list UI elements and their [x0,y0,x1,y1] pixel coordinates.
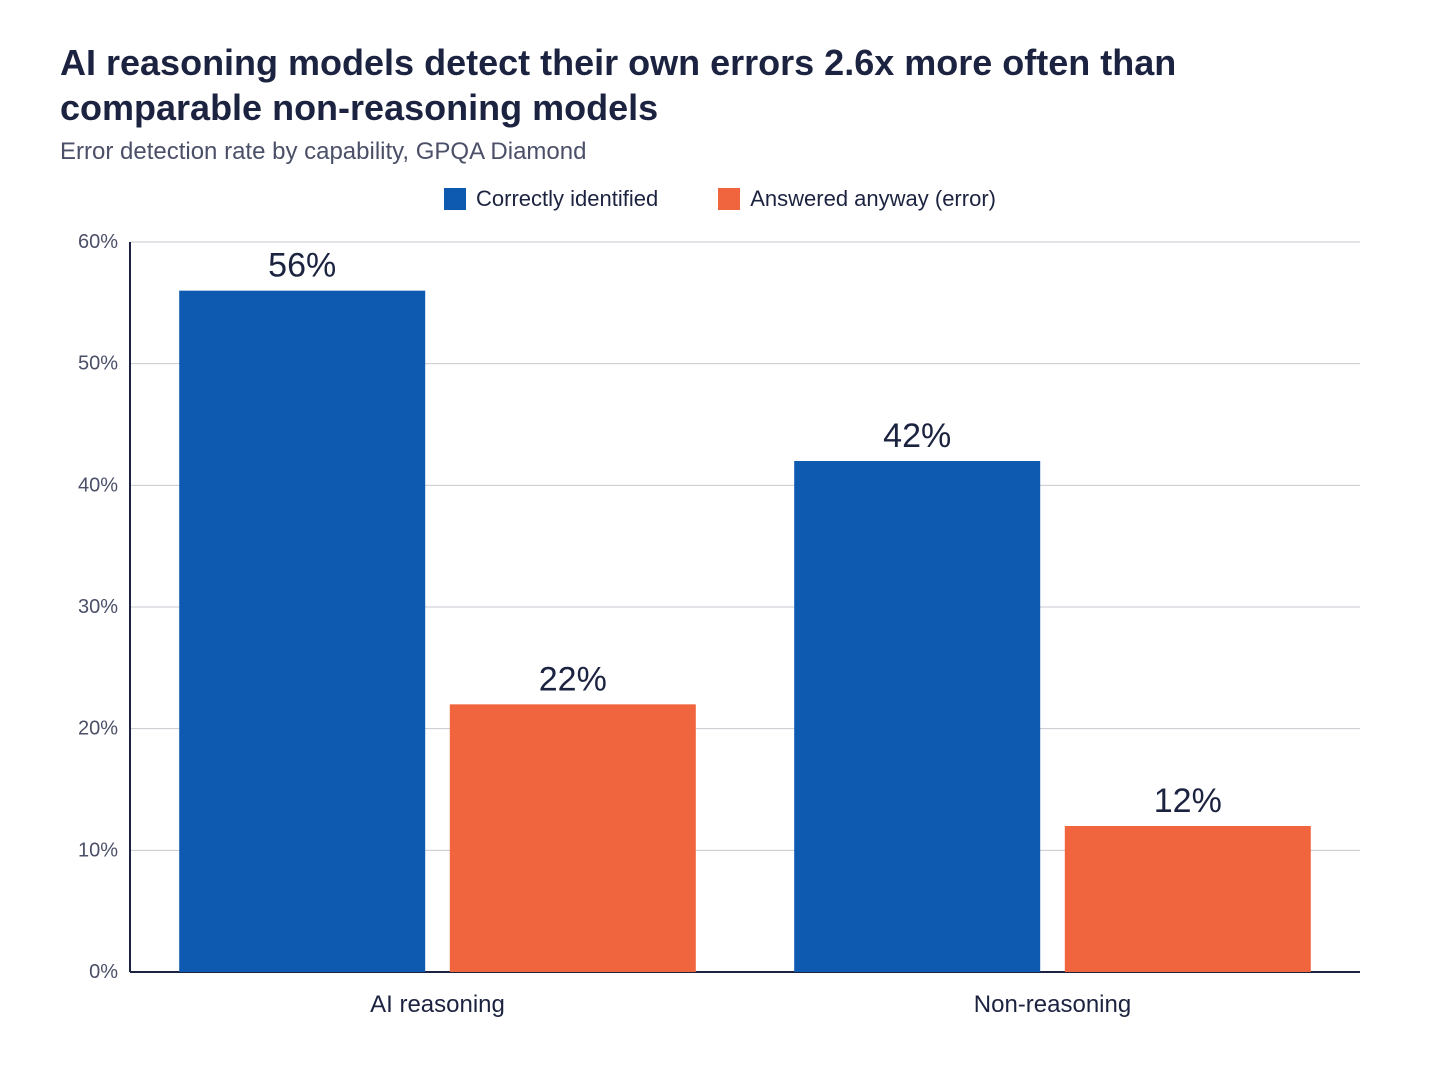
chart-title: AI reasoning models detect their own err… [60,40,1380,130]
legend-swatch-error [718,188,740,210]
ytick-label: 60% [78,231,118,253]
ytick-label: 50% [78,353,118,375]
chart-plot-area: 0% 10% 20% 30% 40% 50% 60% 56% 22% AI reasoning 42… [60,222,1380,1042]
bar-value-label: 12% [1154,782,1222,820]
bar-value-label: 42% [883,417,951,455]
bar [179,291,425,972]
bar [794,461,1040,972]
legend-item-identified: Correctly identified [444,186,658,212]
legend-label-identified: Correctly identified [476,186,658,212]
ytick-label: 0% [89,961,118,983]
x-axis-label: Non-reasoning [974,991,1131,1018]
legend-swatch-identified [444,188,466,210]
ytick-label: 30% [78,596,118,618]
bar-value-label: 56% [268,247,336,285]
bar [450,704,696,972]
ytick-label: 10% [78,839,118,861]
bar-chart-svg: 0% 10% 20% 30% 40% 50% 60% 56% 22% AI reasoning 42… [60,222,1380,1042]
chart-subtitle: Error detection rate by capability, GPQA… [60,138,1380,166]
ytick-label: 40% [78,474,118,496]
x-axis-label: AI reasoning [370,991,505,1018]
chart-container: AI reasoning models detect their own err… [0,0,1440,1080]
legend-label-error: Answered anyway (error) [750,186,996,212]
bar-value-label: 22% [539,660,607,698]
legend: Correctly identified Answered anyway (er… [60,186,1380,212]
bar [1065,826,1311,972]
legend-item-error: Answered anyway (error) [718,186,996,212]
ytick-label: 20% [78,718,118,740]
